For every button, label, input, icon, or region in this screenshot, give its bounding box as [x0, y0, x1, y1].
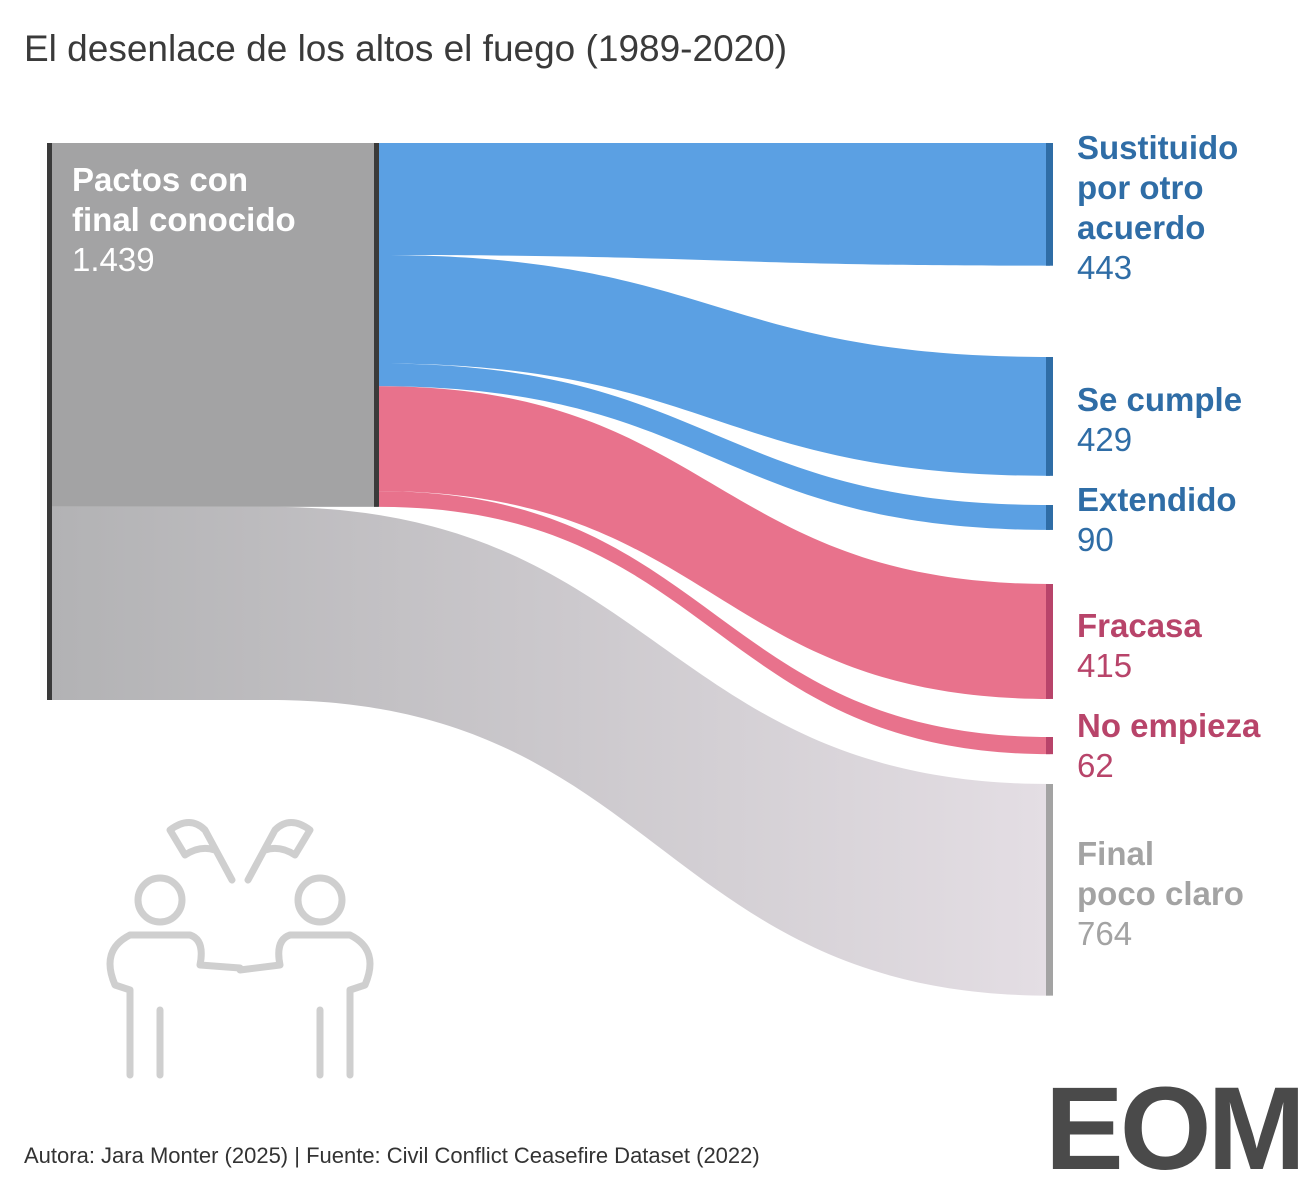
node-name: Pactos con final conocido — [72, 161, 296, 238]
node-name: Extendido — [1077, 481, 1237, 518]
flow — [379, 363, 1050, 530]
source-node — [47, 143, 378, 507]
node-label: No empieza 62 — [1077, 706, 1260, 786]
logo: EOM — [1045, 1063, 1300, 1190]
node-value: 429 — [1077, 421, 1133, 458]
node-bar — [47, 143, 52, 700]
flow — [379, 386, 1050, 699]
flow — [379, 491, 1050, 755]
node-name: Se cumple — [1077, 381, 1243, 418]
target-node — [1046, 737, 1053, 755]
chart-title: El desenlace de los altos el fuego (1989… — [24, 28, 788, 69]
node-value: 90 — [1077, 521, 1114, 558]
node-name: No empieza — [1077, 707, 1261, 744]
node-label: Final poco claro 764 — [1077, 834, 1244, 954]
flow — [379, 255, 1050, 476]
node-label: Sustituido por otro acuerdo 443 — [1077, 128, 1238, 288]
node-value: 62 — [1077, 747, 1114, 784]
target-node — [1046, 584, 1053, 699]
handshake-icon — [106, 819, 374, 1079]
node-bar — [374, 143, 379, 507]
target-node — [1046, 143, 1053, 266]
node-name: Fracasa — [1077, 607, 1202, 644]
node-label: Extendido 90 — [1077, 480, 1237, 560]
node-label: Se cumple 429 — [1077, 380, 1242, 460]
node-label: Fracasa 415 — [1077, 606, 1202, 686]
flow — [47, 506, 1050, 996]
source-label: Pactos con final conocido 1.439 — [72, 160, 296, 280]
node-name: Sustituido por otro acuerdo — [1077, 129, 1239, 246]
target-node — [1046, 357, 1053, 476]
flow — [379, 143, 1050, 266]
node-name: Final poco claro — [1077, 835, 1244, 912]
target-node — [1046, 505, 1053, 530]
node-value: 764 — [1077, 915, 1133, 952]
source-note: Autora: Jara Monter (2025) | Fuente: Civ… — [24, 1143, 760, 1168]
node-value: 443 — [1077, 249, 1133, 286]
target-node — [1046, 784, 1053, 996]
node-value: 1.439 — [72, 241, 155, 278]
node-value: 415 — [1077, 647, 1133, 684]
